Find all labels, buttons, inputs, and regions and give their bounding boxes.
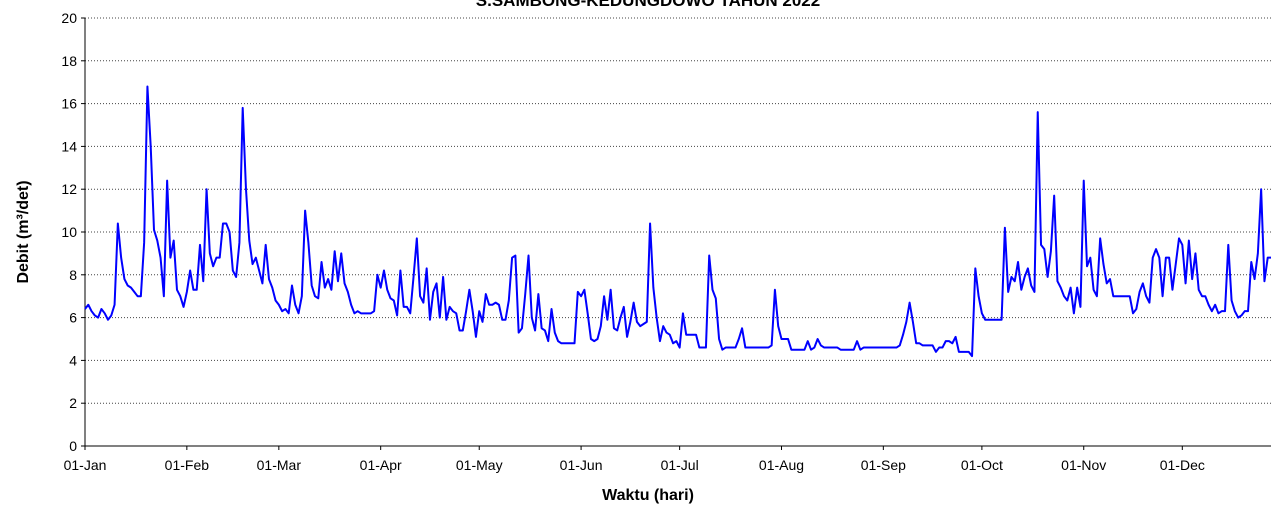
y-tick-label: 14 bbox=[61, 138, 77, 154]
y-tick-label: 16 bbox=[61, 96, 77, 112]
y-tick-label: 0 bbox=[69, 438, 77, 454]
x-tick-label: 01-Nov bbox=[1061, 457, 1106, 473]
y-tick-label: 4 bbox=[69, 352, 77, 368]
x-tick-label: 01-Mar bbox=[257, 457, 302, 473]
y-tick-label: 8 bbox=[69, 267, 77, 283]
x-tick-label: 01-Feb bbox=[165, 457, 210, 473]
y-tick-label: 2 bbox=[69, 395, 77, 411]
y-axis-title: Debit (m³/det) bbox=[15, 180, 32, 283]
x-tick-label: 01-May bbox=[456, 457, 503, 473]
y-tick-label: 20 bbox=[61, 10, 77, 26]
x-tick-label: 01-Aug bbox=[759, 457, 804, 473]
x-tick-label: 01-Dec bbox=[1160, 457, 1205, 473]
data-line bbox=[84, 85, 1271, 358]
y-tick-label: 12 bbox=[61, 181, 77, 197]
x-tick-label: 01-Jan bbox=[64, 457, 107, 473]
x-tick-label: 01-Jun bbox=[560, 457, 603, 473]
y-tick-label: 6 bbox=[69, 310, 77, 326]
x-axis-title: Waktu (hari) bbox=[602, 487, 694, 504]
x-tick-label: 01-Sep bbox=[861, 457, 906, 473]
x-tick-label: 01-Apr bbox=[360, 457, 402, 473]
x-tick-label: 01-Jul bbox=[661, 457, 699, 473]
chart-title: S.SAMBONG-KEDUNGDOWO TAHUN 2022 bbox=[476, 0, 820, 10]
x-tick-label: 01-Oct bbox=[961, 457, 1003, 473]
y-tick-label: 18 bbox=[61, 53, 77, 69]
y-tick-label: 10 bbox=[61, 224, 77, 240]
